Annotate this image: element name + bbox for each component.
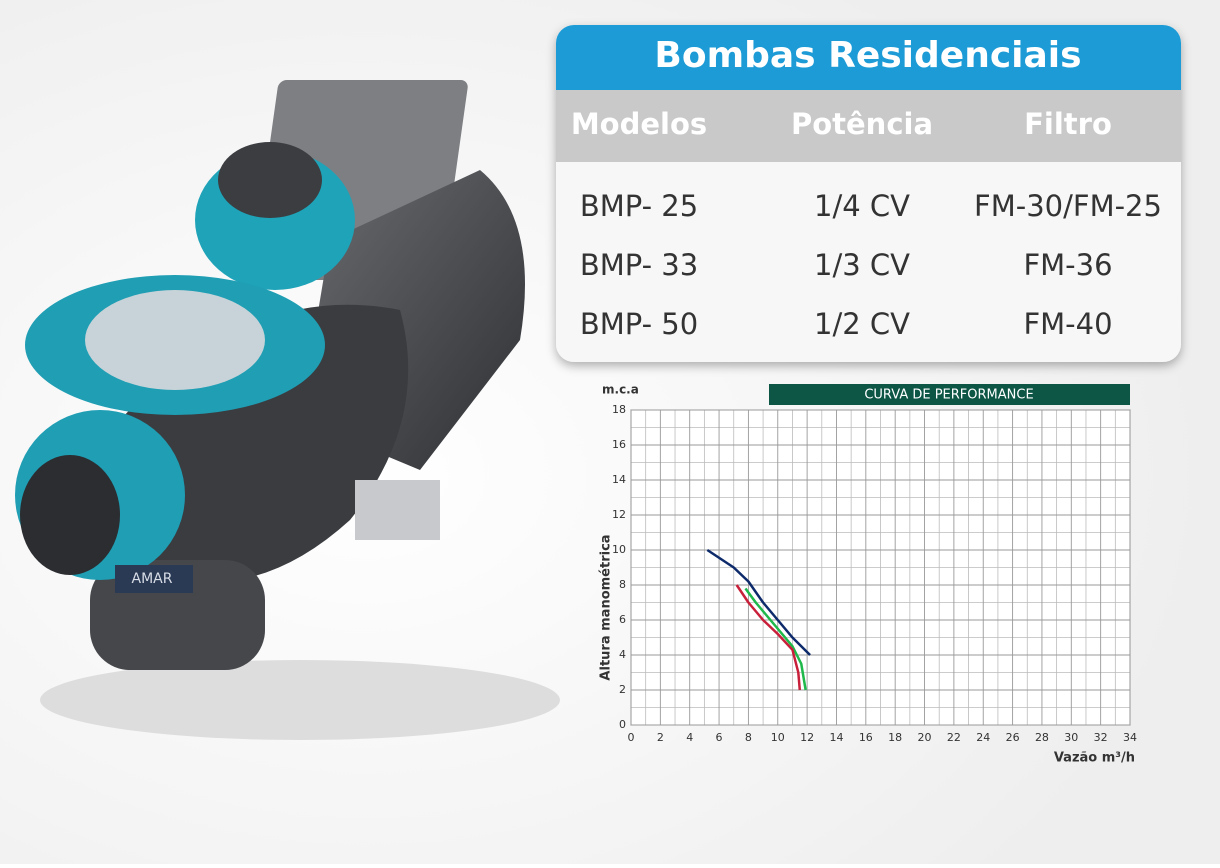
x-tick-label: 34: [1123, 731, 1137, 744]
x-tick-label: 2: [657, 731, 664, 744]
brand-label: AMAR: [132, 571, 173, 587]
table-cell: 1/4 CV: [814, 189, 910, 223]
y-tick-label: 8: [619, 578, 626, 591]
x-tick-label: 0: [628, 731, 635, 744]
y-tick-label: 6: [619, 613, 626, 626]
y-tick-label: 2: [619, 683, 626, 696]
table-cell: BMP- 50: [580, 307, 698, 341]
unit-label: m.c.a: [602, 383, 639, 397]
chart-title: CURVA DE PERFORMANCE: [864, 388, 1033, 403]
x-tick-label: 16: [859, 731, 873, 744]
x-tick-label: 32: [1094, 731, 1108, 744]
series-line: [706, 548, 811, 656]
x-tick-label: 8: [745, 731, 752, 744]
x-tick-label: 14: [829, 731, 843, 744]
performance-chart: 0 2 4 6 8 10 12 14 16 18 20 22 24 26 28 30 32 34024681012…: [599, 383, 1138, 766]
chart-title-bar: [769, 384, 1130, 405]
x-tick-label: 22: [947, 731, 961, 744]
table: Modelos Potência Filtro BMP- 25 1/4 CV FM-30/…: [571, 107, 1162, 341]
table-header-bar: [556, 90, 1181, 162]
table-cell: FM-30/FM-25: [974, 189, 1162, 223]
y-tick-label: 12: [612, 508, 626, 521]
table-cell: BMP- 33: [580, 248, 698, 282]
table-title: Bombas Residenciais: [654, 35, 1081, 76]
x-tick-label: 20: [918, 731, 932, 744]
y-tick-label: 16: [612, 438, 626, 451]
x-tick-label: 4: [686, 731, 693, 744]
x-tick-label: 26: [1006, 731, 1020, 744]
series-line: [744, 587, 807, 691]
y-axis-label: Altura manométrica: [599, 534, 614, 680]
x-tick-label: 30: [1064, 731, 1078, 744]
y-tick-label: 4: [619, 648, 626, 661]
table-cell: FM-36: [1023, 248, 1112, 282]
table-header: Potência: [791, 107, 933, 141]
x-tick-label: 24: [976, 731, 990, 744]
x-tick-label: 10: [771, 731, 785, 744]
x-axis-label: Vazão m³/h: [1054, 751, 1135, 766]
x-tick-label: 18: [888, 731, 902, 744]
y-tick-label: 18: [612, 403, 626, 416]
y-tick-label: 10: [612, 543, 626, 556]
table-header: Filtro: [1024, 107, 1112, 141]
pump-image: AMAR: [15, 80, 560, 740]
table-title-bar: [556, 25, 1181, 90]
table-cell: FM-40: [1023, 307, 1112, 341]
y-tick-label: 14: [612, 473, 626, 486]
series-line: [735, 584, 802, 691]
table-cell: BMP- 25: [580, 189, 698, 223]
x-tick-label: 6: [716, 731, 723, 744]
y-tick-label: 0: [619, 718, 626, 731]
table-header: Modelos: [571, 107, 707, 141]
x-tick-label: 12: [800, 731, 814, 744]
table-cell: 1/2 CV: [814, 307, 910, 341]
x-tick-label: 28: [1035, 731, 1049, 744]
table-cell: 1/3 CV: [814, 248, 910, 282]
